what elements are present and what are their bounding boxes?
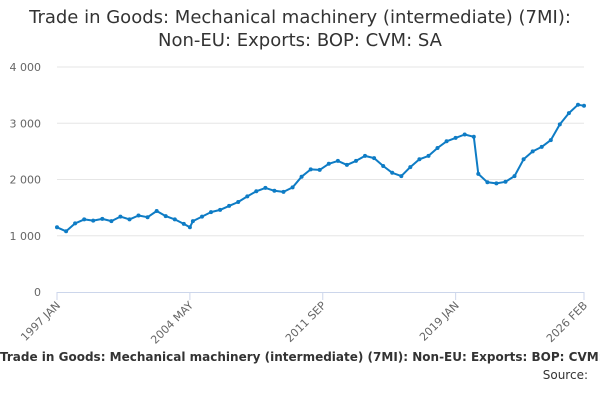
series-point xyxy=(218,207,223,212)
source-note: Source: xyxy=(542,368,588,382)
series-point xyxy=(335,158,340,163)
series-point xyxy=(471,134,476,139)
series-point xyxy=(281,189,286,194)
series-point xyxy=(64,229,69,234)
series-point xyxy=(190,219,195,224)
series-point xyxy=(227,203,232,208)
series-point xyxy=(272,188,277,193)
series-point xyxy=(209,210,213,215)
series-point xyxy=(417,157,422,162)
x-tick-label: 2019 JAN xyxy=(417,299,462,344)
series-point xyxy=(118,214,123,219)
series-point xyxy=(399,174,404,179)
series-point xyxy=(494,181,499,186)
series-point xyxy=(136,213,141,218)
series-point xyxy=(435,146,440,150)
series-point xyxy=(263,185,268,190)
series-point xyxy=(82,217,87,222)
series-point xyxy=(566,111,571,116)
series-point xyxy=(299,174,304,179)
series-point xyxy=(582,103,586,108)
series-point xyxy=(344,162,349,167)
x-tick-label: 2004 MAY xyxy=(148,299,196,347)
series-point xyxy=(530,149,535,154)
series-point xyxy=(181,221,186,226)
series-point xyxy=(187,225,192,230)
series-point xyxy=(521,157,526,162)
series-point xyxy=(354,158,358,163)
series-point xyxy=(390,170,395,175)
series-point xyxy=(109,219,114,224)
x-tick-label: 2011 SEP xyxy=(283,299,329,345)
series-point xyxy=(576,102,580,107)
series-point xyxy=(55,225,59,230)
series-point xyxy=(548,138,553,143)
series-point xyxy=(485,180,490,185)
series-point xyxy=(91,218,96,223)
series-point xyxy=(326,161,331,166)
y-tick-label: 3 000 xyxy=(10,117,42,130)
series-point xyxy=(145,215,150,220)
series-point xyxy=(308,167,313,172)
series-point xyxy=(172,217,177,222)
series-point xyxy=(154,209,159,213)
y-tick-label: 4 000 xyxy=(10,61,42,74)
chart-title-line-2: Non-EU: Exports: BOP: CVM: SA xyxy=(158,30,442,51)
series-point xyxy=(462,132,467,137)
series-point xyxy=(317,167,322,172)
series-point xyxy=(557,122,562,127)
series-point xyxy=(444,139,449,144)
series-point xyxy=(372,156,377,161)
series-point xyxy=(476,171,481,176)
series-point xyxy=(408,165,413,170)
series-point xyxy=(363,153,367,158)
y-tick-label: 1 000 xyxy=(10,230,42,243)
series-point xyxy=(539,144,544,149)
series-point xyxy=(200,214,204,219)
series-point xyxy=(503,179,508,184)
series-point xyxy=(512,174,517,179)
series-point xyxy=(245,194,250,199)
y-tick-label: 2 000 xyxy=(10,174,42,187)
series-point xyxy=(163,214,168,219)
y-tick-label: 0 xyxy=(34,286,41,299)
series-point xyxy=(426,153,431,158)
series-point xyxy=(381,164,386,168)
chart-title-line-1: Trade in Goods: Mechanical machinery (in… xyxy=(29,7,571,28)
x-tick-label: 1997 JAN xyxy=(18,299,63,344)
x-tick-label: 2026 FEB xyxy=(544,299,590,345)
series-point xyxy=(236,200,241,204)
series-point xyxy=(453,135,458,140)
series-point xyxy=(290,185,295,190)
series-point xyxy=(254,189,259,194)
series-point xyxy=(127,217,132,222)
legend-title: Trade in Goods: Mechanical machinery (in… xyxy=(0,350,600,364)
series-point xyxy=(100,216,105,221)
legend-series-label: Trade in Goods: Mechanical machinery (in… xyxy=(0,350,600,364)
series-point xyxy=(73,221,78,226)
chart-title: Trade in Goods: Mechanical machinery (in… xyxy=(0,6,600,52)
